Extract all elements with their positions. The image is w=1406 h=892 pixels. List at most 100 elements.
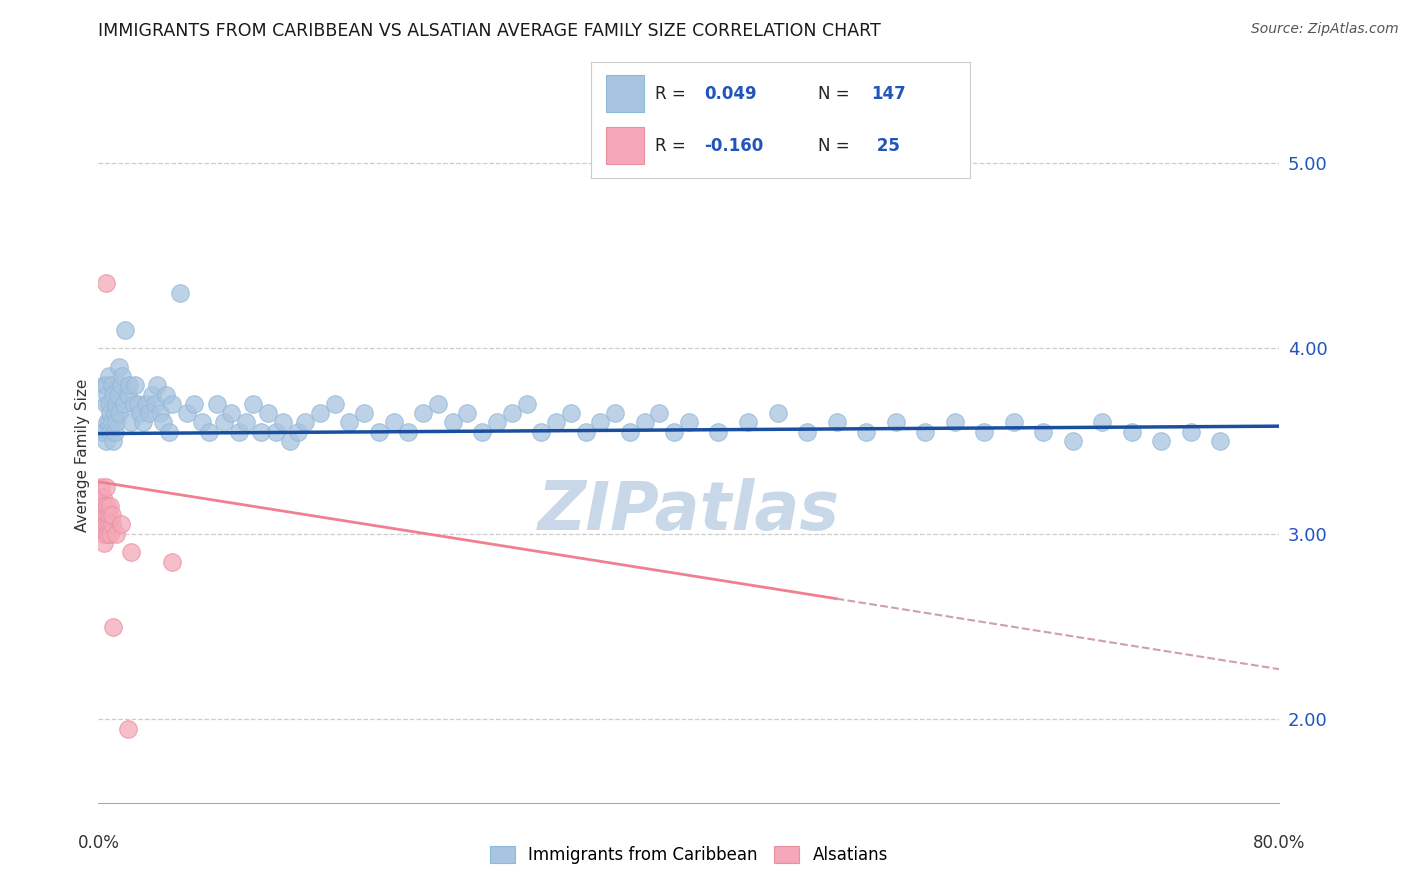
Point (100, 508, 122, 523)
Point (146, 378, 169, 392)
Text: 0.0%: 0.0% (77, 834, 120, 852)
Point (515, 397, 537, 411)
Point (112, 397, 135, 411)
Point (91, 526, 114, 541)
Point (98, 526, 121, 541)
Y-axis label: Average Family Size: Average Family Size (75, 378, 90, 532)
Point (648, 406, 671, 420)
Point (96, 499, 118, 513)
Point (1002, 416, 1025, 430)
Point (105, 416, 128, 430)
Point (766, 406, 789, 420)
Point (97, 397, 120, 411)
Point (93, 536, 115, 550)
Text: N =: N = (818, 85, 855, 103)
Point (855, 425, 877, 439)
Point (441, 416, 464, 430)
Point (353, 406, 375, 420)
Point (212, 416, 235, 430)
Point (427, 397, 450, 411)
Point (264, 425, 287, 439)
Text: N =: N = (818, 137, 855, 155)
Point (287, 425, 309, 439)
Text: Source: ZipAtlas.com: Source: ZipAtlas.com (1251, 22, 1399, 37)
Point (143, 397, 166, 411)
Point (162, 555, 183, 569)
Point (619, 425, 641, 439)
Text: 147: 147 (872, 85, 907, 103)
Point (152, 416, 174, 430)
Point (93, 378, 115, 392)
Point (117, 387, 139, 401)
Point (111, 369, 134, 384)
Point (486, 416, 509, 430)
Text: R =: R = (655, 137, 692, 155)
Point (89, 490, 111, 504)
Point (396, 425, 419, 439)
Point (103, 619, 125, 633)
Point (1091, 416, 1114, 430)
Point (339, 416, 360, 430)
Point (183, 397, 205, 411)
Point (104, 406, 127, 420)
Point (97, 416, 120, 430)
Point (169, 285, 191, 300)
Point (110, 378, 132, 392)
Bar (606, 75, 644, 112)
Point (114, 323, 136, 337)
Point (664, 425, 686, 439)
Point (155, 387, 177, 401)
Point (530, 425, 553, 439)
Point (323, 397, 346, 411)
Point (219, 406, 242, 420)
Point (120, 545, 142, 559)
Point (191, 416, 214, 430)
Point (914, 425, 936, 439)
Point (1150, 434, 1173, 448)
Point (94, 480, 117, 494)
Point (1209, 434, 1232, 448)
Point (117, 722, 139, 736)
Point (93, 425, 115, 439)
Point (973, 425, 995, 439)
Point (633, 416, 655, 430)
Point (108, 406, 131, 420)
Point (1062, 434, 1084, 448)
Point (96, 387, 118, 401)
Point (235, 416, 257, 430)
Point (103, 387, 125, 401)
Point (1180, 425, 1202, 439)
Point (127, 397, 149, 411)
Point (456, 406, 478, 420)
Point (257, 406, 280, 420)
Point (135, 397, 157, 411)
Point (97, 369, 120, 384)
Point (91, 490, 114, 504)
Point (98, 425, 121, 439)
Point (546, 416, 568, 430)
Bar (606, 128, 644, 164)
Point (149, 406, 172, 420)
Point (294, 416, 316, 430)
Point (94, 397, 117, 411)
Text: 80.0%: 80.0% (1253, 834, 1306, 852)
Point (501, 406, 523, 420)
Point (94, 434, 117, 448)
Text: R =: R = (655, 85, 692, 103)
Point (89, 508, 111, 523)
Point (605, 406, 627, 420)
Point (271, 416, 294, 430)
Text: -0.160: -0.160 (704, 137, 763, 155)
Text: ZIPatlas: ZIPatlas (538, 477, 839, 543)
Point (124, 378, 146, 392)
Point (412, 406, 434, 420)
Point (105, 397, 128, 411)
Point (90, 517, 112, 532)
Point (157, 425, 180, 439)
Point (91, 508, 114, 523)
Point (825, 416, 848, 430)
Point (94, 378, 117, 392)
Point (94, 508, 117, 523)
Point (98, 406, 121, 420)
Point (94, 277, 117, 291)
